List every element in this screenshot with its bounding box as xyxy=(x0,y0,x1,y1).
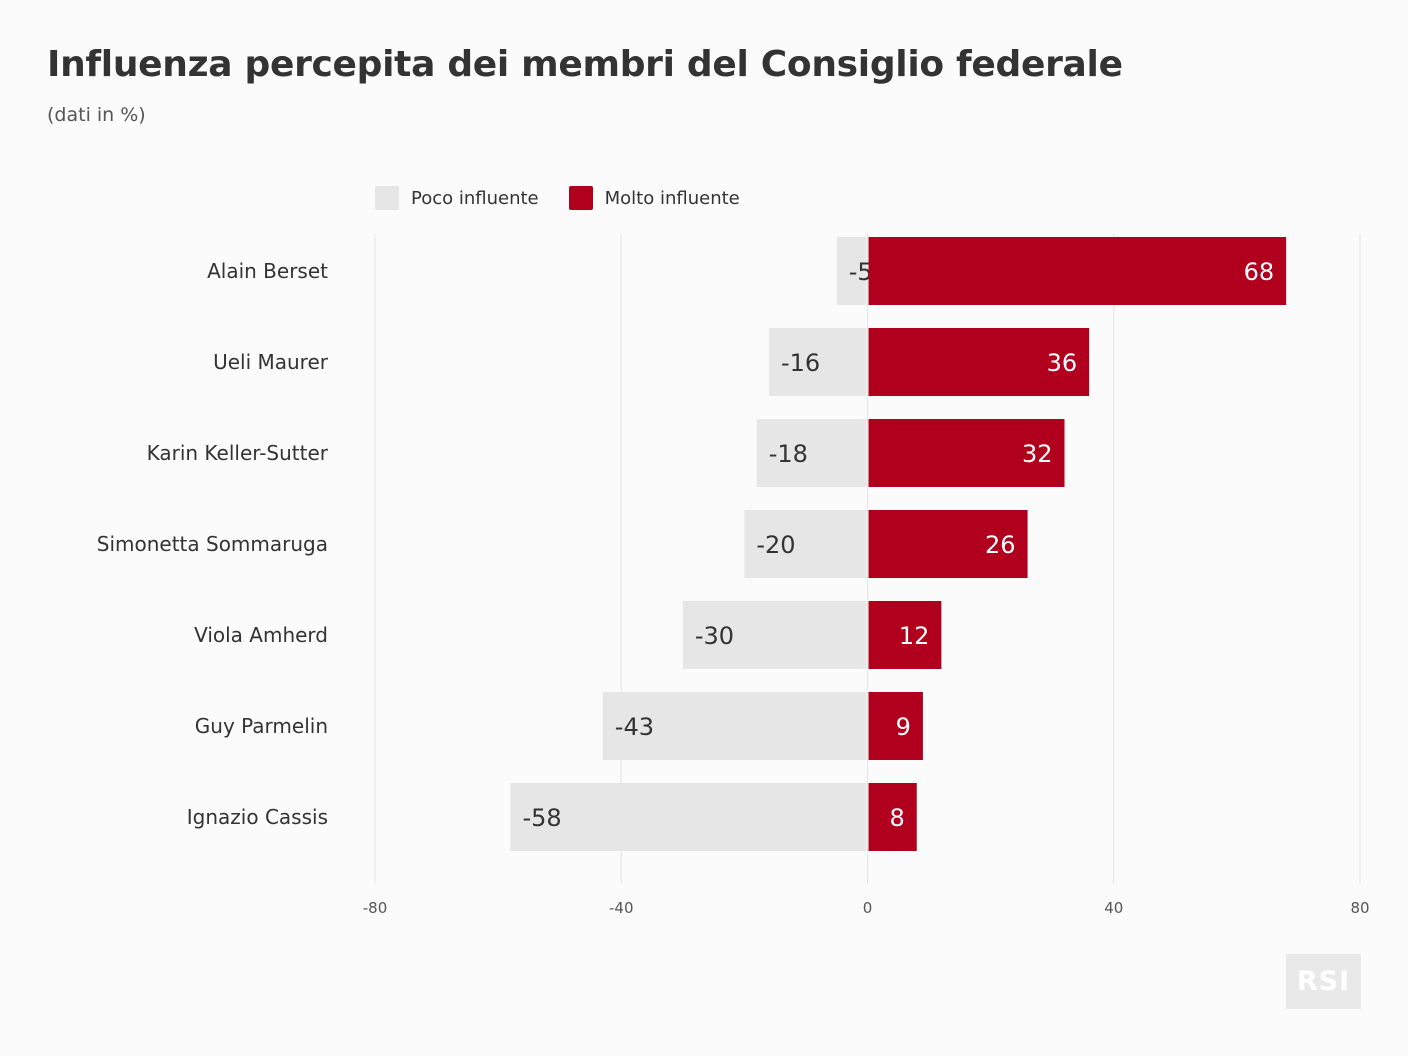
legend-label-molto: Molto influente xyxy=(604,187,740,209)
legend-swatch-molto xyxy=(568,186,593,210)
bar-molto-influente xyxy=(868,783,917,851)
bar-molto-influente xyxy=(868,601,942,669)
data-label-poco: -30 xyxy=(695,622,734,650)
legend-item-molto: Molto influente xyxy=(568,186,740,210)
data-label-molto: 9 xyxy=(896,713,911,741)
x-tick-label: -40 xyxy=(609,899,634,917)
legend: Poco influente Molto influente xyxy=(375,186,740,210)
category-label: Alain Berset xyxy=(207,259,328,283)
data-label-poco: -16 xyxy=(781,349,820,377)
bar-molto-influente xyxy=(868,328,1090,396)
data-label-molto: 68 xyxy=(1244,258,1275,286)
category-label: Ueli Maurer xyxy=(213,350,329,374)
legend-item-poco: Poco influente xyxy=(375,186,539,210)
data-label-molto: 32 xyxy=(1022,440,1053,468)
data-label-poco: -43 xyxy=(615,713,654,741)
bar-poco-influente xyxy=(510,783,867,851)
x-tick-label: 0 xyxy=(863,899,873,917)
bar-poco-influente xyxy=(836,237,867,305)
data-label-molto: 12 xyxy=(899,622,930,650)
bar-molto-influente xyxy=(868,510,1028,578)
bar-poco-influente xyxy=(682,601,867,669)
data-label-poco: -58 xyxy=(522,804,561,832)
chart-title: Influenza percepita dei membri del Consi… xyxy=(47,44,1123,85)
data-label-molto: 36 xyxy=(1047,349,1078,377)
legend-swatch-poco xyxy=(375,186,399,210)
bar-poco-influente xyxy=(756,419,867,487)
data-label-poco: -18 xyxy=(769,440,808,468)
x-tick-label: 40 xyxy=(1104,899,1123,917)
bar-poco-influente xyxy=(769,328,867,396)
bar-poco-influente xyxy=(744,510,867,578)
legend-label-poco: Poco influente xyxy=(411,187,539,209)
data-label-poco: -5 xyxy=(849,258,873,286)
data-label-poco: -20 xyxy=(756,531,795,559)
category-label: Ignazio Cassis xyxy=(187,805,328,829)
bar-molto-influente xyxy=(868,692,923,760)
category-label: Guy Parmelin xyxy=(195,714,328,738)
category-label: Viola Amherd xyxy=(194,623,328,647)
bar-molto-influente xyxy=(868,419,1065,487)
data-label-molto: 26 xyxy=(985,531,1016,559)
bar-molto-influente xyxy=(868,237,1287,305)
data-label-molto: 8 xyxy=(889,804,904,832)
rsi-logo: RSI xyxy=(1286,954,1361,1009)
category-label: Simonetta Sommaruga xyxy=(97,532,328,556)
x-tick-label: 80 xyxy=(1350,899,1369,917)
chart-subtitle: (dati in %) xyxy=(47,104,146,126)
category-label: Karin Keller-Sutter xyxy=(147,441,329,465)
bar-poco-influente xyxy=(602,692,867,760)
x-tick-label: -80 xyxy=(363,899,388,917)
